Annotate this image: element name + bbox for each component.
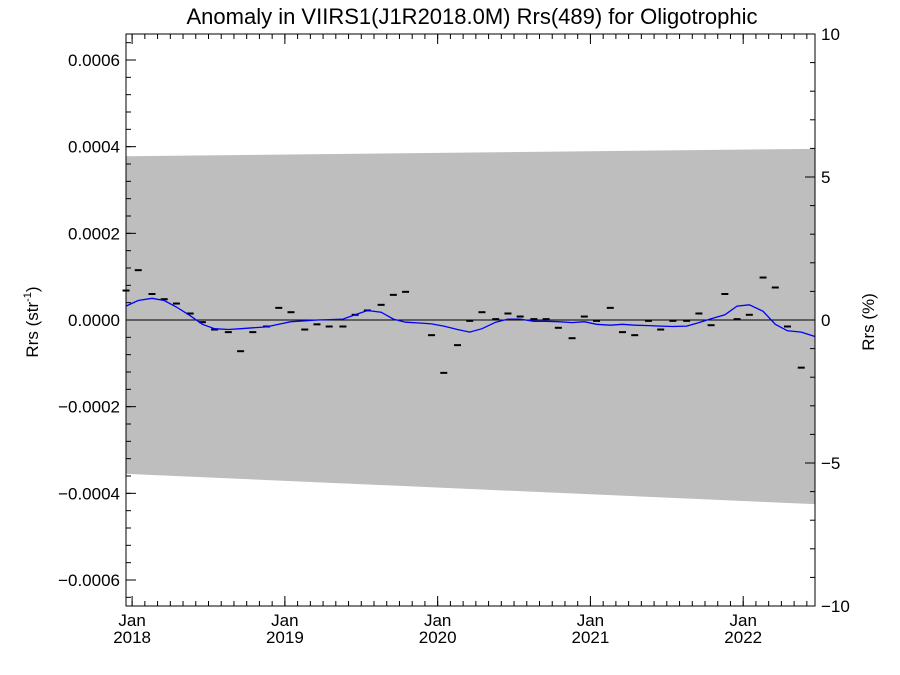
left-tick-label: 0.0004 [68,138,120,157]
left-tick-label: 0.0006 [68,51,120,70]
left-tick-label: 0.0002 [68,224,120,243]
x-tick-year-label: 2019 [266,628,304,647]
y-axis-label-left: Rrs (str-1) [22,286,42,357]
left-y-axis: 0.0006 0.0004 0.0002 0.0000 −0.0002 −0.0004 −0… [58,42,136,598]
y-axis-label-left-main: Rrs (str [23,302,42,358]
series-layer [122,269,816,374]
x-tick-year-label: 2022 [724,628,762,647]
right-tick-label: 0 [821,311,830,330]
left-tick-label: −0.0006 [58,571,120,590]
x-tick-month-label: Jan [729,611,756,630]
x-tick-month-label: Jan [424,611,451,630]
y-axis-label-left-suffix: ) [23,286,42,292]
right-tick-label: −10 [821,597,850,616]
left-tick-label: 0.0000 [68,311,120,330]
x-tick-month-label: Jan [271,611,298,630]
right-tick-label: 5 [821,168,830,187]
x-tick-year-label: 2020 [419,628,457,647]
x-tick-year-label: 2021 [572,628,610,647]
chart-title: Anomaly in VIIRS1(J1R2018.0M) Rrs(489) f… [186,4,757,29]
right-tick-label: 10 [821,25,840,44]
uncertainty-band [126,148,815,505]
left-tick-label: −0.0002 [58,398,120,417]
y-axis-label-right: Rrs (%) [859,293,878,351]
right-y-axis: 10 5 0 −5 −10 [805,25,850,616]
smoothed-anomaly-line [125,297,816,338]
x-tick-month-label: Jan [118,611,145,630]
x-tick-month-label: Jan [577,611,604,630]
y-axis-label-left-superscript: -1 [22,292,34,302]
uncertainty-band-layer [126,148,815,505]
left-tick-label: −0.0004 [58,484,120,503]
x-tick-year-label: 2018 [113,628,151,647]
right-tick-label: −5 [821,454,840,473]
